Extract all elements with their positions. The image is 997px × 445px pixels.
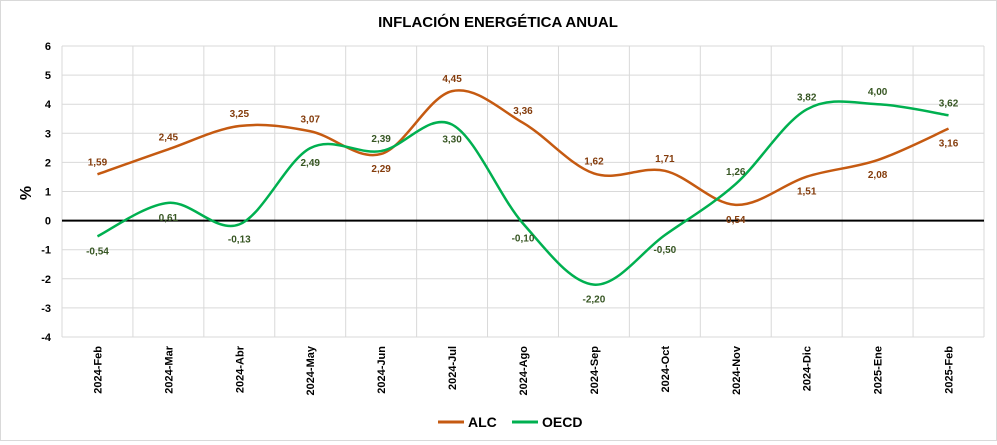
y-tick-label: 1 — [45, 187, 51, 199]
data-label-alc: 3,36 — [513, 106, 533, 117]
data-label-oecd: 2,49 — [300, 158, 320, 169]
y-tick-label: -4 — [41, 332, 52, 344]
x-tick-label: 2024-Sep — [589, 346, 601, 395]
data-label-oecd: 4,00 — [868, 87, 888, 98]
x-tick-label: 2024-Ago — [518, 346, 530, 396]
y-tick-label: -1 — [41, 245, 51, 257]
data-label-alc: 0,54 — [726, 215, 746, 226]
y-tick-label: 0 — [45, 216, 51, 228]
series-line-oecd — [96, 100, 949, 286]
data-label-alc: 3,16 — [939, 139, 959, 150]
series-group — [96, 89, 950, 286]
data-label-alc: 1,59 — [88, 157, 108, 168]
data-label-oecd: -0,54 — [86, 246, 109, 257]
legend-label: ALC — [468, 414, 497, 430]
x-tick-label: 2024-Jun — [376, 346, 388, 394]
data-label-oecd: -2,20 — [583, 295, 606, 306]
data-label-oecd: 3,62 — [939, 98, 959, 109]
data-label-oecd: -0,13 — [228, 234, 251, 245]
y-tick-label: 4 — [45, 99, 52, 111]
legend: ALC OECD — [438, 414, 582, 430]
y-tick-label: 3 — [45, 128, 51, 140]
y-axis-label: % — [18, 186, 35, 200]
data-label-oecd: -0,50 — [653, 245, 676, 256]
data-labels: 1,59 2,45 3,25 3,07 2,29 4,45 3,36 1,62 1,71 0,54… — [86, 74, 959, 306]
y-tick-label: 6 — [45, 41, 51, 53]
data-label-alc: 1,71 — [655, 154, 675, 165]
data-label-oecd: 2,39 — [371, 134, 391, 145]
series-line-alc — [97, 89, 950, 207]
data-label-alc: 3,07 — [300, 114, 320, 125]
x-tick-label: 2024-Feb — [92, 346, 104, 394]
data-label-oecd: 3,82 — [797, 92, 817, 103]
x-tick-label: 2025-Ene — [873, 346, 885, 394]
data-label-alc: 3,25 — [230, 109, 250, 120]
x-tick-label: 2024-Abr — [234, 345, 246, 393]
data-label-alc: 1,51 — [797, 187, 817, 198]
y-tick-labels: -4 -3 -2 -1 0 1 2 3 4 5 6 — [41, 41, 52, 344]
x-tick-label: 2025-Feb — [944, 346, 956, 394]
data-label-alc: 2,29 — [371, 164, 391, 175]
y-tick-label: -2 — [41, 274, 51, 286]
x-tick-label: 2024-May — [305, 345, 317, 395]
x-tick-label: 2024-Mar — [163, 345, 175, 393]
data-label-alc: 4,45 — [442, 74, 462, 85]
x-tick-labels: 2024-Feb 2024-Mar 2024-Abr 2024-May 2024-Jun… — [92, 345, 955, 395]
data-label-oecd: 1,26 — [726, 167, 746, 178]
x-tick-label: 2024-Jul — [447, 346, 459, 390]
data-label-alc: 1,62 — [584, 156, 604, 167]
y-tick-label: -3 — [41, 303, 51, 315]
data-label-oecd: -0,10 — [512, 234, 535, 245]
data-label-oecd: 3,30 — [442, 135, 462, 146]
data-label-alc: 2,08 — [868, 170, 888, 181]
x-tick-label: 2024-Oct — [660, 346, 672, 393]
chart-title: INFLACIÓN ENERGÉTICA ANUAL — [378, 13, 618, 31]
y-tick-label: 2 — [45, 157, 51, 169]
legend-label: OECD — [542, 414, 582, 430]
y-tick-label: 5 — [45, 70, 51, 82]
x-tick-label: 2024-Dic — [802, 346, 814, 391]
gridlines — [61, 45, 985, 338]
x-tick-label: 2024-Nov — [731, 345, 743, 395]
data-label-alc: 2,45 — [159, 132, 179, 143]
data-label-oecd: 0,61 — [159, 213, 179, 224]
